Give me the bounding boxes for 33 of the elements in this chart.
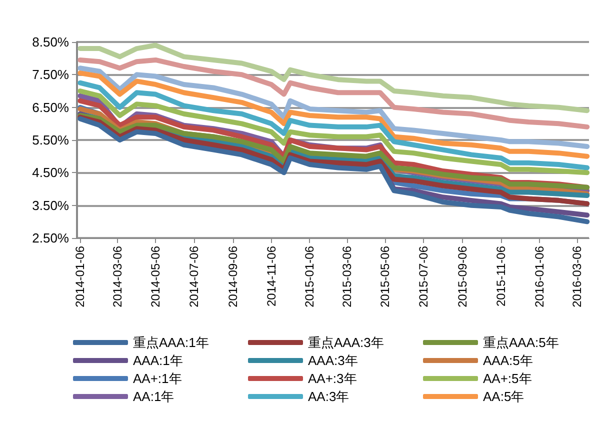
legend-label: 重点AAA:3年: [308, 335, 384, 350]
y-tick-label: 3.50%: [32, 198, 70, 213]
x-tick-label: 2014-09-06: [226, 246, 240, 308]
x-tick-label: 2015-01-06: [302, 246, 317, 308]
y-tick-label: 5.50%: [32, 132, 70, 148]
legend-label: 重点AAA:1年: [133, 335, 209, 350]
y-tick-label: 7.50%: [32, 67, 70, 82]
legend-label: 重点AAA:5年: [483, 335, 559, 350]
x-tick-label: 2014-03-06: [110, 246, 124, 308]
legend-label: AAA:1年: [133, 353, 183, 368]
legend-label: AA:1年: [133, 389, 174, 404]
x-tick-label: 2016-03-06: [570, 246, 584, 308]
x-tick-label: 2014-01-06: [73, 246, 88, 308]
x-tick-label: 2015-03-06: [340, 246, 354, 308]
y-tick-label: 4.50%: [32, 165, 70, 180]
x-tick-label: 2015-09-06: [456, 246, 470, 308]
legend-label: AA+:1年: [133, 371, 182, 386]
x-tick-label: 2014-05-06: [148, 246, 163, 308]
legend-label: AAA:3年: [308, 353, 358, 368]
x-tick-label: 2016-01-06: [532, 246, 546, 308]
x-tick-label: 2015-07-06: [416, 246, 431, 308]
legend-label: AA:3年: [308, 389, 350, 404]
x-tick-label: 2015-05-06: [378, 246, 392, 308]
x-tick-label: 2014-07-06: [186, 246, 201, 308]
y-tick-label: 2.50%: [32, 230, 70, 246]
y-tick-label: 6.50%: [32, 100, 70, 115]
legend-label: AA+:3年: [308, 371, 357, 386]
x-tick-label: 2014-11-06: [264, 246, 278, 306]
legend-label: AA+:5年: [483, 371, 532, 386]
legend-label: AA:5年: [483, 389, 524, 404]
x-tick-label: 2015-11-06: [494, 246, 508, 306]
legend-label: AAA:5年: [483, 353, 533, 368]
y-tick-label: 8.50%: [32, 34, 70, 50]
